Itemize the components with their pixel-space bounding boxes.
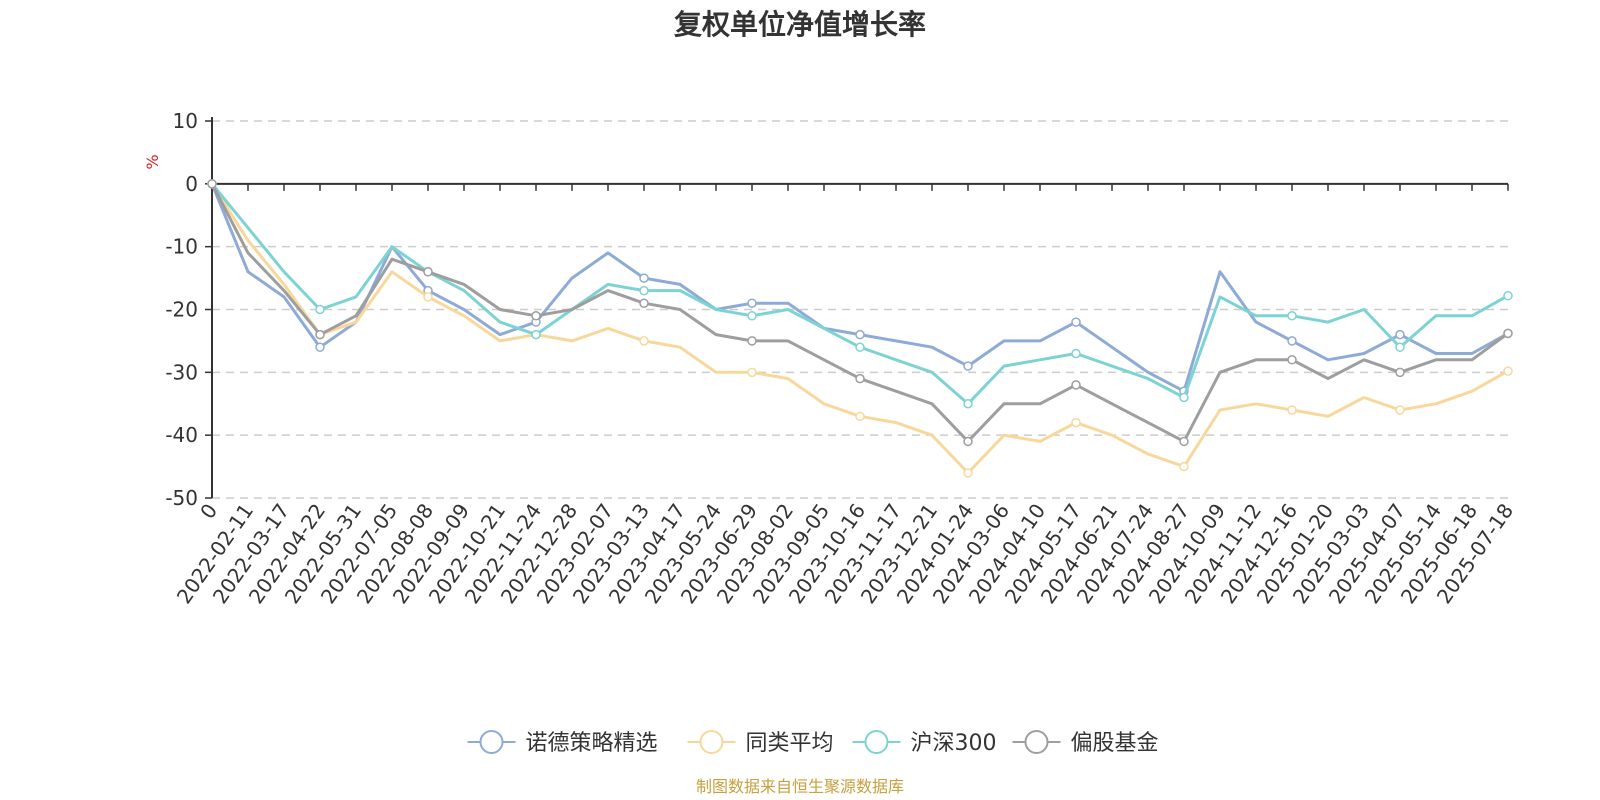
chart-title: 复权单位净值增长率 <box>674 8 926 41</box>
series-point <box>855 342 865 352</box>
series-point <box>1287 355 1297 365</box>
legend-label: 诺德策略精选 <box>526 731 658 756</box>
series-point <box>1287 336 1297 346</box>
series-point <box>1071 417 1081 428</box>
series-point <box>207 179 217 189</box>
series-point <box>1071 380 1081 390</box>
legend-marker <box>479 730 504 754</box>
axes: 100-10-20-30-40-5002022-02-112022-03-172… <box>165 109 1518 608</box>
series-point <box>747 311 757 321</box>
series-point <box>531 329 541 340</box>
series-point <box>639 273 649 283</box>
y-tick-label: 10 <box>173 109 198 133</box>
series-point <box>531 311 541 321</box>
series-point <box>1071 348 1081 359</box>
legend-label: 沪深300 <box>911 731 997 756</box>
grid-lines <box>212 120 1508 499</box>
legend-item[interactable]: 同类平均 <box>687 730 834 756</box>
legend-item[interactable]: 诺德策略精选 <box>467 730 658 756</box>
series-point <box>1395 342 1405 352</box>
legend-marker <box>864 730 889 754</box>
series-line <box>210 182 1509 475</box>
series-line <box>210 183 1509 443</box>
series-point <box>963 399 973 409</box>
legend-marker <box>699 730 724 754</box>
legend-marker <box>1024 730 1049 754</box>
series-point <box>1503 328 1513 339</box>
series-point <box>1071 317 1081 327</box>
series-point <box>1503 290 1513 301</box>
series-point <box>423 267 433 277</box>
legend: 诺德策略精选 同类平均 沪深300 偏股基金 <box>467 730 1159 756</box>
series-point <box>747 298 757 308</box>
series-point <box>1179 392 1189 403</box>
y-tick-label: -30 <box>165 360 198 384</box>
y-tick-label: -40 <box>165 423 198 447</box>
series-point <box>639 336 649 346</box>
series-point <box>963 436 973 447</box>
series-point <box>1287 405 1297 415</box>
series-point <box>963 361 973 371</box>
series-point <box>747 336 757 346</box>
y-tick-label: 0 <box>185 172 198 196</box>
legend-label: 同类平均 <box>746 731 834 756</box>
data-source-note: 制图数据来自恒生聚源数据库 <box>696 777 904 796</box>
series-point <box>423 292 433 302</box>
series-point <box>855 329 865 340</box>
series-point <box>747 367 757 378</box>
x-tick-label: 0 <box>195 499 222 523</box>
y-tick-label: -20 <box>165 298 198 322</box>
series-point <box>1395 367 1405 378</box>
series-point <box>315 342 325 352</box>
series-point <box>1503 366 1513 376</box>
series-point <box>639 285 649 296</box>
series-point <box>639 298 649 308</box>
series-point <box>1179 461 1189 472</box>
legend-item[interactable]: 沪深300 <box>852 730 997 756</box>
legend-item[interactable]: 偏股基金 <box>1012 730 1159 756</box>
series-point <box>855 411 865 422</box>
series-point <box>1395 405 1405 415</box>
series-point <box>1179 436 1189 447</box>
series-lines <box>207 179 1513 478</box>
series-point <box>1287 311 1297 321</box>
y-tick-label: -10 <box>165 235 198 259</box>
series-point <box>315 304 325 315</box>
series-point <box>963 468 973 478</box>
series-point <box>315 329 325 340</box>
series-point <box>855 373 865 384</box>
y-tick-label: -50 <box>165 486 198 510</box>
legend-label: 偏股基金 <box>1071 731 1159 756</box>
series-line <box>210 183 1509 393</box>
series-point <box>1395 329 1405 340</box>
y-axis-unit-label: % <box>143 154 162 169</box>
